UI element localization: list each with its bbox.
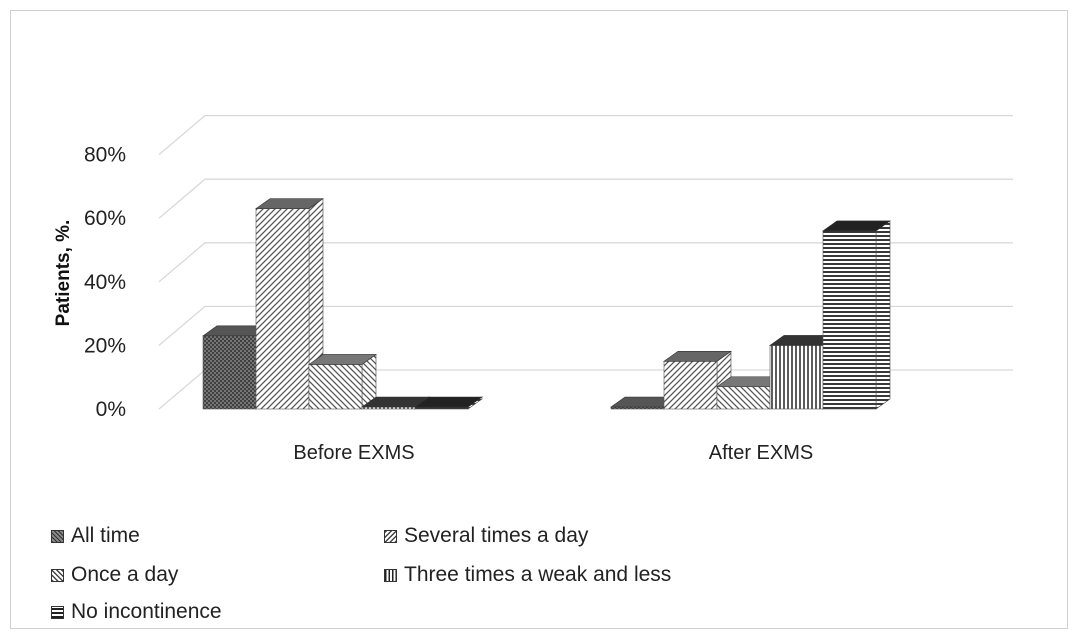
legend-label: All time [71,524,140,547]
legend-swatch [51,605,64,619]
bar-front [822,230,877,410]
legend-item: Several times a day [384,524,588,548]
x-category-label: Before EXMS [293,442,414,464]
y-tick-label: 0% [96,398,126,421]
bar [308,353,377,410]
bar-top [414,396,483,408]
chart-frame: 0% 20% 40% 60% 80% Before EXMS After EXMS Pat… [10,10,1068,629]
bar [414,396,483,410]
gridline [158,114,1013,156]
legend-item: Once a day [51,563,178,587]
legend-item: All time [51,524,140,548]
gridline [158,305,1013,346]
bar [769,334,838,410]
legend-item: Three times a weak and less [384,563,671,587]
y-tick-label: 20% [84,334,126,357]
chart-area: 0% 20% 40% 60% 80% Before EXMS After EXMS Pat… [53,114,1013,464]
legend-swatch [384,529,397,543]
bar-front [716,386,771,410]
gridline [158,178,1013,219]
grid-lines [158,114,1013,410]
y-tick-label: 60% [84,207,126,230]
bar-front [255,208,310,410]
bar-top [663,350,732,362]
bar [255,198,324,410]
y-axis-ticks: 0% 20% 40% 60% 80% [84,144,126,421]
bar-top [255,198,324,209]
bar-top [822,220,891,232]
legend-label: Several times a day [404,524,589,547]
bar [663,350,732,410]
bar-top [308,354,377,365]
legend-item: No incontinence [51,600,222,624]
y-axis-label: Patients, %. [53,220,74,327]
x-axis-categories: Before EXMS After EXMS [293,442,813,464]
bar-front [769,345,824,410]
y-tick-label: 40% [84,271,126,294]
legend-label: Three times a weak and less [404,563,672,586]
y-tick-label: 80% [84,144,126,167]
legend-label: Once a day [71,563,179,586]
legend-swatch [384,568,397,582]
bar-front [663,360,718,410]
legend-swatch [51,529,64,543]
bar [822,220,891,410]
bar-front [308,364,363,410]
legend-label: No incontinence [71,600,222,623]
legend-swatch [51,568,64,582]
gridline [158,242,1013,283]
bars [202,198,891,410]
x-category-label: After EXMS [709,442,813,464]
bar-front [202,335,257,410]
bar-side [875,220,891,410]
